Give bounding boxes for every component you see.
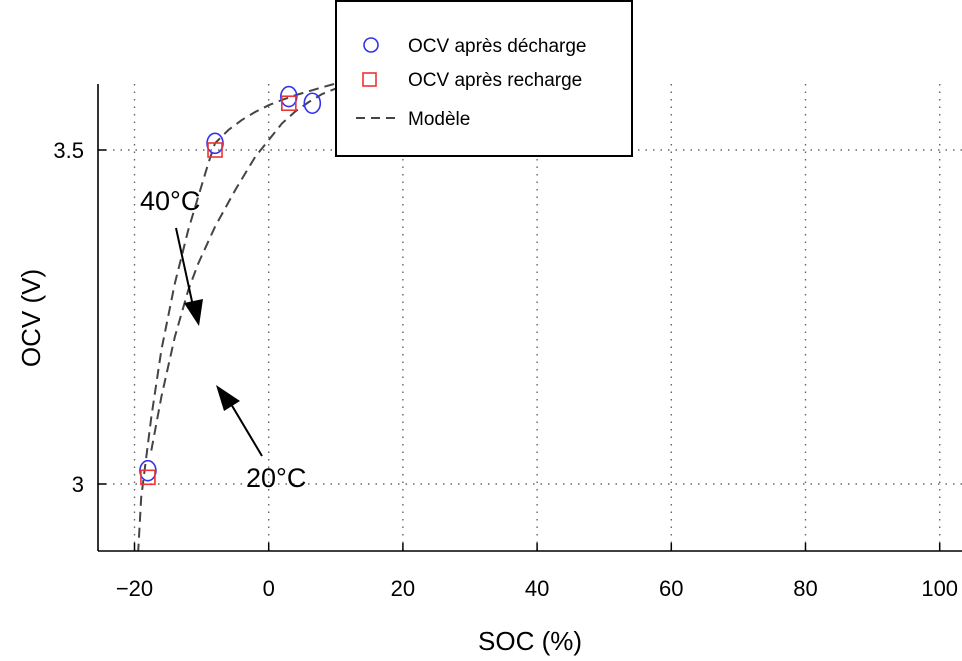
legend-label-recharge: OCV après recharge [408, 70, 582, 91]
annotation-40c-label: 40°C [140, 186, 200, 216]
legend-box [335, 0, 633, 157]
x-tick-label: 60 [659, 576, 683, 601]
annotation-40c-arrowhead-icon [184, 299, 203, 326]
annotation-20c-arrowhead-icon [216, 385, 240, 411]
x-tick-label: 80 [793, 576, 817, 601]
annotations: 40°C 20°C [140, 186, 306, 493]
discharge-point [303, 92, 322, 115]
grid-lines [98, 84, 962, 551]
x-axis-label: SOC (%) [478, 626, 582, 656]
y-tick-label: 3.5 [53, 138, 84, 163]
legend-label-discharge: OCV après décharge [408, 36, 587, 57]
recharge-point [281, 95, 297, 112]
annotation-20c-arrow-icon [230, 403, 263, 457]
discharge-point [280, 85, 298, 108]
discharge-point [206, 132, 224, 155]
axes [97, 84, 962, 552]
legend-circle-icon [363, 37, 379, 53]
x-tick-label: 100 [921, 576, 958, 601]
annotation-40c-arrow-icon [175, 227, 194, 307]
model-curve-20C [150, 74, 382, 451]
discharge-point [139, 459, 157, 482]
recharge-point [140, 469, 156, 486]
recharge-point [207, 142, 223, 158]
x-tick-label: −20 [116, 576, 153, 601]
y-tick-label: 3 [72, 472, 84, 497]
x-tick-label: 20 [391, 576, 415, 601]
legend-label-model: Modèle [408, 109, 470, 130]
x-tick-label: 40 [525, 576, 549, 601]
x-tick-label: 0 [263, 576, 275, 601]
annotation-20c-label: 20°C [246, 463, 306, 493]
legend: OCV après décharge OCV après recharge Mo… [335, 0, 633, 157]
legend-square-icon [362, 72, 377, 87]
model-curves [137, 74, 382, 551]
y-axis-label: OCV (V) [16, 269, 46, 367]
